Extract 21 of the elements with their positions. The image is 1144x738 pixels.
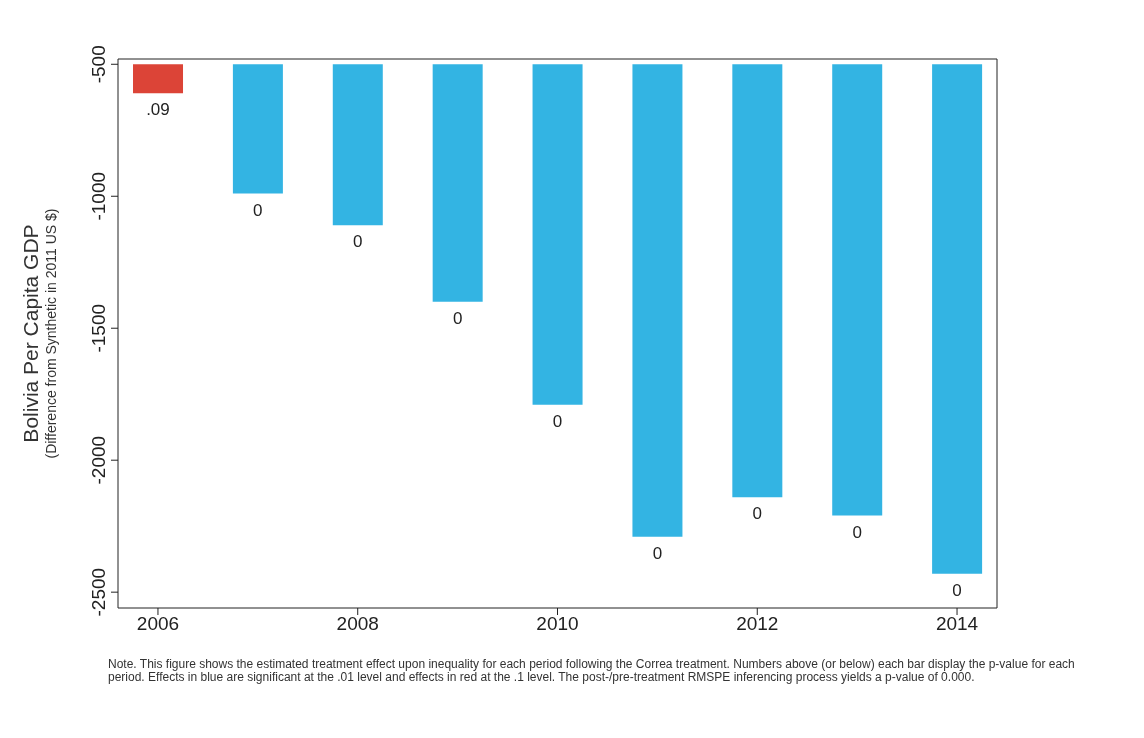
text: Note. This figure shows the estimated treatment effect upon inequality for each period following the Correa treatment. Numbers above (or below) each bar display the p-value for each period. Effects in blue are significant at the .01 level and effects in red at the .1 level. The post-/pre-treatment RMSPE inferencing process yields a p-value of 0.000.: [108, 657, 1076, 684]
x-tick-label: 2010: [536, 613, 579, 635]
annotation: 0: [352, 232, 363, 252]
annotation: .09: [146, 100, 170, 120]
y-tick-label: -1000: [88, 171, 109, 221]
y-tick-label: -2500: [88, 567, 109, 617]
annotation: 0: [952, 580, 962, 600]
annotation: 0: [452, 308, 463, 328]
y-tick-label: -2000: [88, 435, 109, 485]
annotation: 0: [253, 200, 263, 220]
x-tick-label: 2012: [736, 613, 779, 635]
y-tick-label: -500: [88, 45, 109, 84]
annotation: 0: [652, 543, 663, 563]
y-tick-label: -1500: [88, 303, 109, 353]
y-axis-title: Bolivia Per Capita GDP (Difference from Synthetic in 2011 US $): [19, 208, 59, 459]
x-tick-label: 2006: [136, 613, 180, 635]
x-tick-label: 2014: [935, 613, 979, 635]
annotation: 0: [552, 411, 563, 431]
x-tick-label: 2008: [336, 613, 379, 635]
annotation: 0: [752, 504, 763, 524]
annotation: 0: [852, 522, 862, 542]
